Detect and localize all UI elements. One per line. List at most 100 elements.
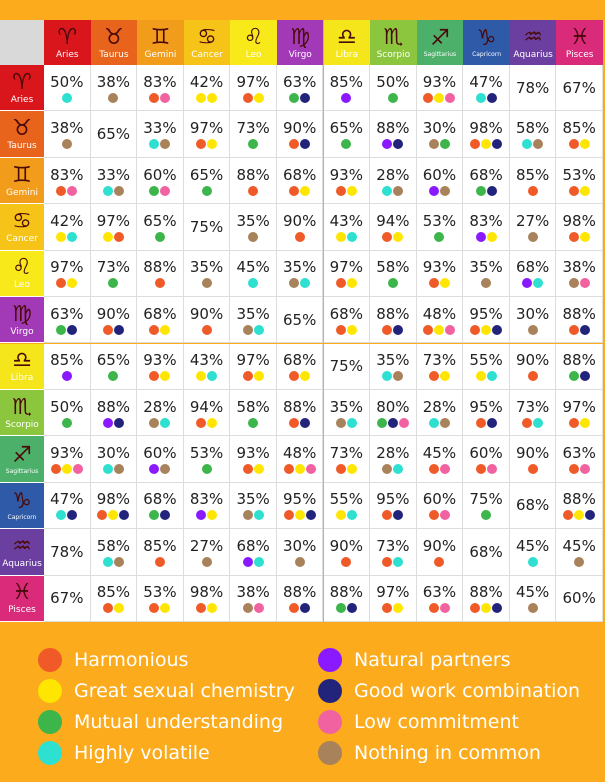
cell: 95% xyxy=(276,482,324,530)
percentage: 63% xyxy=(283,72,317,91)
percentage: 68% xyxy=(329,304,363,323)
cell: 90% xyxy=(509,436,557,483)
percentage: 98% xyxy=(96,490,131,509)
indicator-dot xyxy=(289,92,300,103)
percentage: 83% xyxy=(50,165,84,184)
sign-name: Sagittarius xyxy=(5,467,39,475)
cell: 98% xyxy=(463,111,510,158)
cell: 28% xyxy=(370,436,417,483)
cell: 45% xyxy=(556,529,603,576)
percentage: 83% xyxy=(189,490,224,509)
indicator-dot xyxy=(248,417,259,428)
indicator-dot xyxy=(102,231,113,242)
indicator-dot xyxy=(102,556,113,567)
percentage: 60% xyxy=(143,165,177,184)
indicator-dot xyxy=(568,139,579,150)
percentage: 67% xyxy=(562,78,596,97)
indicator-dot xyxy=(475,417,486,428)
percentage: 94% xyxy=(189,397,224,416)
dot-row xyxy=(527,185,538,196)
dot-row xyxy=(154,278,165,289)
sign-symbol: ♊ xyxy=(12,162,32,188)
cell: 90% xyxy=(323,529,371,576)
sign-symbol: ♌ xyxy=(243,24,264,50)
percentage: 88% xyxy=(562,304,596,323)
cell: 35% xyxy=(183,250,231,298)
dot-row xyxy=(61,139,72,150)
percentage: 65% xyxy=(143,211,177,230)
percentage: 80% xyxy=(376,397,410,416)
cell: 65% xyxy=(90,111,138,158)
cell: 27% xyxy=(183,529,231,576)
cell: 73% xyxy=(416,343,464,390)
indicator-dot xyxy=(196,510,207,521)
indicator-dot xyxy=(50,464,61,475)
legend-dot xyxy=(38,648,62,672)
percentage: 83% xyxy=(469,211,503,230)
cell: 97% xyxy=(370,575,417,622)
cell: 88% xyxy=(463,575,510,622)
cell: 35% xyxy=(230,482,277,530)
sign-symbol: ♋ xyxy=(12,208,32,234)
indicator-dot xyxy=(108,278,119,289)
percentage: 38% xyxy=(96,72,131,91)
row-header: ♍ Virgo xyxy=(0,297,44,344)
indicator-dot xyxy=(56,278,67,289)
indicator-dot xyxy=(335,231,346,242)
cell: 28% xyxy=(137,389,184,437)
indicator-dot xyxy=(113,417,124,428)
dot-row xyxy=(376,417,409,428)
indicator-dot xyxy=(398,417,409,428)
percentage: 90% xyxy=(515,444,550,463)
cell: 30% xyxy=(90,436,138,483)
sign-name: Pisces xyxy=(565,49,594,60)
percentage: 73% xyxy=(329,444,363,463)
percentage: 68% xyxy=(515,258,550,277)
sign-symbol: ♒ xyxy=(12,533,32,559)
cell: 88% xyxy=(323,575,371,622)
cell: 97% xyxy=(230,65,277,112)
legend-label: Mutual understanding xyxy=(74,711,284,733)
percentage: 60% xyxy=(143,444,177,463)
indicator-dot xyxy=(160,92,171,103)
indicator-dot xyxy=(579,278,590,289)
dot-row xyxy=(387,278,398,289)
indicator-dot xyxy=(393,556,404,567)
cell: 43% xyxy=(183,343,231,390)
indicator-dot xyxy=(154,231,165,242)
cell: 68% xyxy=(276,157,324,205)
indicator-dot xyxy=(439,510,450,521)
column-header: ♏ Scorpio xyxy=(370,20,417,65)
legend-dot xyxy=(38,710,62,734)
cell: 68% xyxy=(323,297,371,344)
dot-row xyxy=(242,603,264,614)
indicator-dot xyxy=(434,92,445,103)
indicator-dot xyxy=(248,278,259,289)
dot-row xyxy=(108,92,119,103)
indicator-dot xyxy=(568,417,579,428)
percentage: 88% xyxy=(562,351,596,370)
cell: 60% xyxy=(137,436,184,483)
indicator-dot xyxy=(113,185,124,196)
indicator-dot xyxy=(201,324,212,335)
percentage: 45% xyxy=(422,444,457,463)
percentage: 78% xyxy=(50,542,84,561)
cell: 88% xyxy=(137,250,184,298)
percentage: 73% xyxy=(376,536,410,555)
cell: 28% xyxy=(416,389,464,437)
sign-symbol: ♓ xyxy=(569,24,590,50)
cell: 73% xyxy=(370,529,417,576)
cell: 73% xyxy=(230,111,277,158)
indicator-dot xyxy=(335,464,346,475)
indicator-dot xyxy=(579,139,590,150)
percentage: 73% xyxy=(422,351,457,370)
dot-row xyxy=(242,510,264,521)
indicator-dot xyxy=(149,510,160,521)
dot-row xyxy=(56,231,78,242)
percentage: 73% xyxy=(96,258,131,277)
indicator-dot xyxy=(102,417,113,428)
indicator-dot xyxy=(149,417,160,428)
cell: 27% xyxy=(509,204,557,251)
percentage: 35% xyxy=(283,258,317,277)
legend-label: Natural partners xyxy=(354,649,511,671)
